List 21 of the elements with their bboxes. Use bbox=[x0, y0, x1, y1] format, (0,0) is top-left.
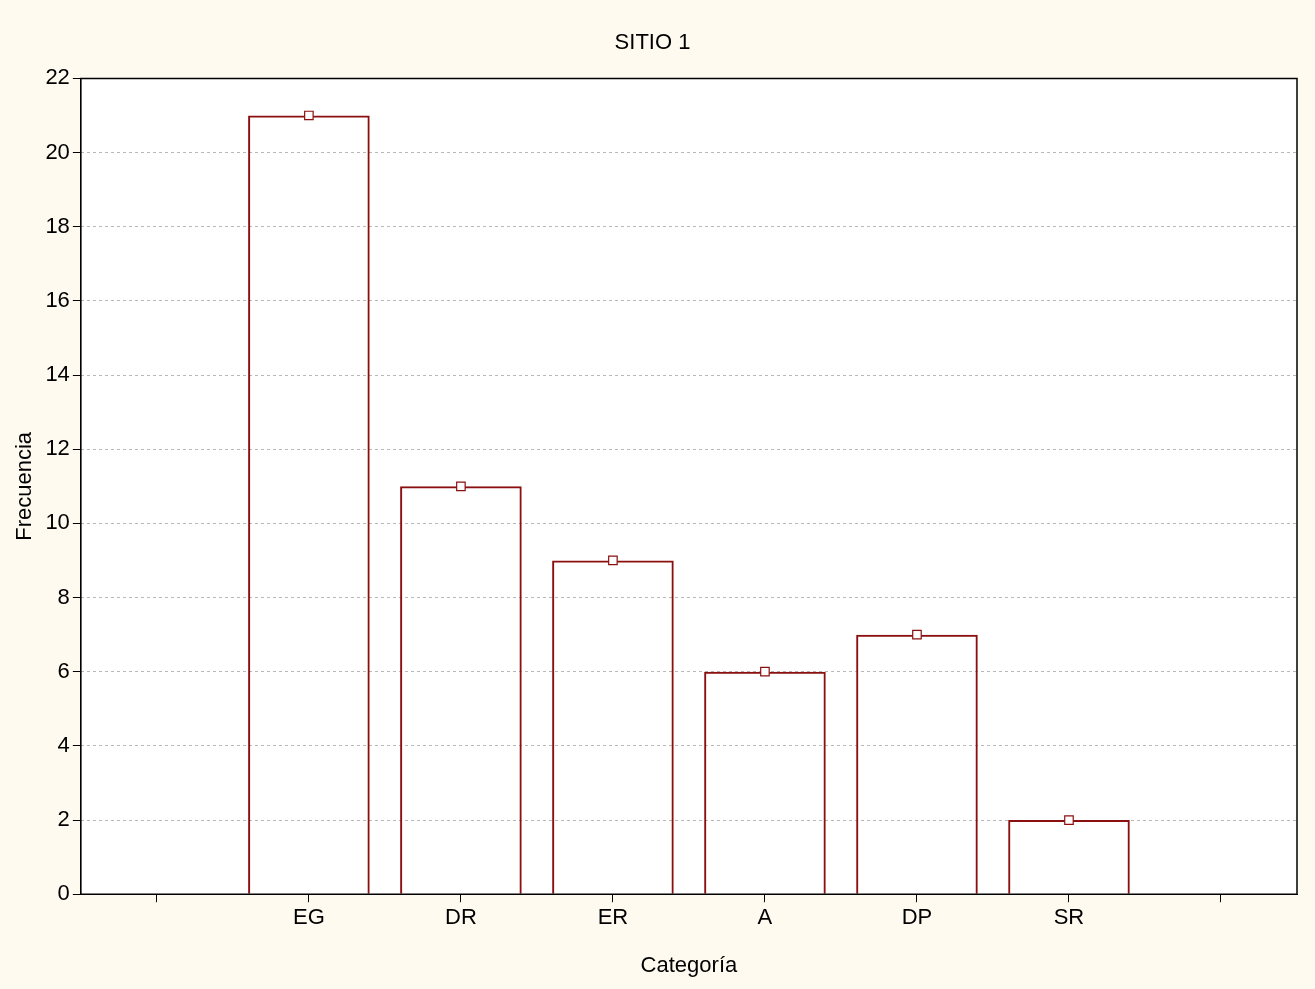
x-tick-label: EG bbox=[293, 904, 325, 930]
y-tick-label: 8 bbox=[57, 583, 70, 609]
y-tick-label: 0 bbox=[57, 880, 70, 906]
y-tick-label: 6 bbox=[57, 657, 70, 683]
y-tick-label: 16 bbox=[45, 286, 70, 312]
y-tick-label: 4 bbox=[57, 731, 70, 757]
x-tick-label: DR bbox=[445, 904, 477, 930]
x-axis-title: Categoría bbox=[640, 951, 738, 977]
y-tick-label: 2 bbox=[57, 806, 70, 832]
x-tick-label: A bbox=[757, 904, 773, 930]
y-tick-label: 14 bbox=[45, 361, 70, 387]
y-tick-label: 18 bbox=[45, 212, 70, 238]
y-tick-label: 12 bbox=[45, 435, 70, 461]
y-axis-title: Frecuencia bbox=[11, 431, 37, 541]
x-tick-label: ER bbox=[597, 904, 629, 930]
y-tick-label: 10 bbox=[45, 509, 70, 535]
x-tick-label: SR bbox=[1053, 904, 1085, 930]
y-tick-label: 20 bbox=[45, 138, 70, 164]
y-tick-label: 22 bbox=[45, 64, 70, 90]
x-tick-label: DP bbox=[901, 904, 933, 930]
chart-title: SITIO 1 bbox=[614, 29, 691, 55]
